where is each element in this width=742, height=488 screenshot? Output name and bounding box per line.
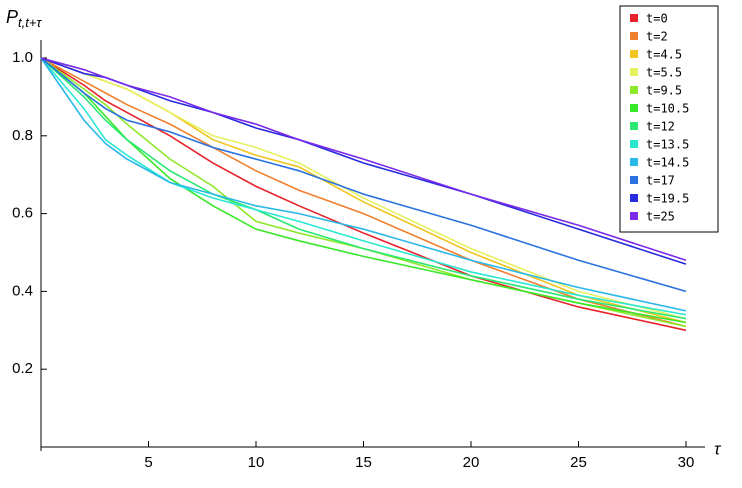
series-line [40, 57, 687, 324]
legend-swatch [630, 68, 638, 76]
legend-swatch [630, 140, 638, 148]
series-line [40, 57, 687, 262]
legend-label: t=13.5 [646, 138, 689, 152]
x-tick-label: 10 [248, 454, 265, 471]
y-tick-label: 0.2 [12, 360, 33, 377]
legend-label: t=25 [646, 210, 675, 224]
legend-label: t=0 [646, 12, 668, 26]
series-line [40, 57, 687, 320]
legend-label: t=19.5 [646, 192, 689, 206]
x-tick-label: 20 [463, 454, 480, 471]
legend: t=0 t=2 t=4.5 t=5.5 t=9.5 t=10.5 t=12 t=13.5 t=1… [619, 5, 719, 233]
legend-swatch [630, 158, 638, 166]
legend-label: t=10.5 [646, 102, 689, 116]
legend-label: t=14.5 [646, 156, 689, 170]
series-line [40, 57, 687, 293]
y-tick-label: 1.0 [12, 49, 33, 66]
legend-swatch [630, 212, 638, 220]
series-line [40, 57, 687, 312]
x-tick-label: 30 [678, 454, 695, 471]
series-line [40, 57, 687, 328]
legend-swatch [630, 176, 638, 184]
legend-label: t=17 [646, 174, 675, 188]
legend-swatch [630, 122, 638, 130]
legend-swatch [630, 194, 638, 202]
x-tick-label: 5 [144, 454, 152, 471]
legend-label: t=2 [646, 30, 668, 44]
x-axis-label: τ [714, 439, 722, 458]
y-tick-label: 0.4 [12, 282, 33, 299]
x-tick-label: 25 [570, 454, 587, 471]
legend-swatch [630, 86, 638, 94]
series-line [40, 57, 687, 316]
y-axis-label: Pt,t+τ [6, 7, 42, 31]
x-tick-label: 15 [355, 454, 372, 471]
series-line [40, 57, 687, 328]
series-line [40, 57, 687, 324]
series-line [40, 57, 687, 320]
series-line [40, 57, 687, 332]
legend-label: t=12 [646, 120, 675, 134]
legend-swatch [630, 104, 638, 112]
legend-swatch [630, 14, 638, 22]
legend-label: t=5.5 [646, 66, 682, 80]
legend-label: t=4.5 [646, 48, 682, 62]
y-tick-label: 0.8 [12, 127, 33, 144]
legend-swatch [630, 50, 638, 58]
y-tick-label: 0.6 [12, 205, 33, 222]
legend-label: t=9.5 [646, 84, 682, 98]
legend-swatch [630, 32, 638, 40]
